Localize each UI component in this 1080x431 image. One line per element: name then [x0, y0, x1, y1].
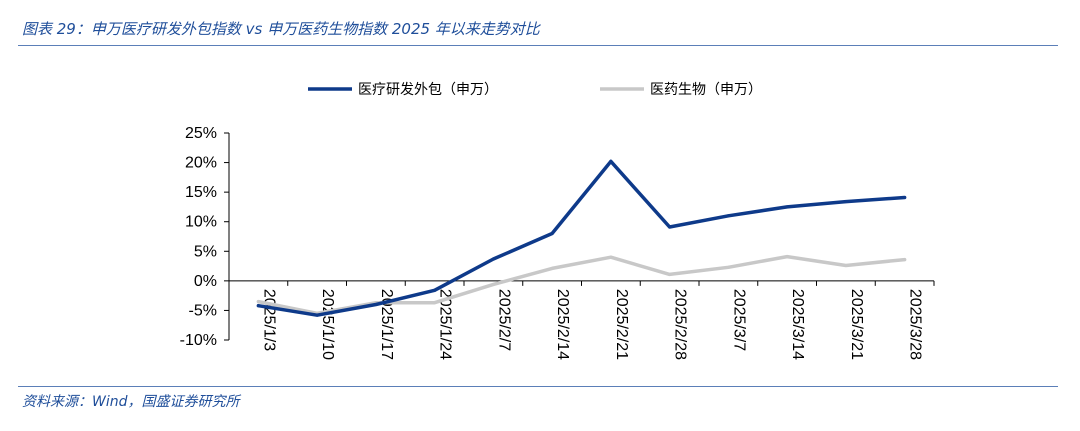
- y-tick-label: 5%: [194, 243, 217, 260]
- data-point-1: [903, 258, 907, 262]
- x-axis: 2025/1/3 2025/1/10 2025/1/17 2025/1/24 2025/…: [228, 280, 935, 360]
- y-tick-label: -10%: [180, 332, 217, 349]
- data-point-0: [256, 304, 260, 308]
- y-axis: 25% 20% 15% 10% 5% 0% -5% -10%: [180, 125, 230, 349]
- y-tick-label: -5%: [189, 302, 217, 319]
- legend-label: 医疗研发外包（申万）: [358, 82, 498, 98]
- data-point-1: [668, 272, 672, 276]
- x-tick-label: 2025/1/24: [437, 289, 454, 360]
- x-tick-label: 2025/2/14: [554, 289, 571, 360]
- x-tick-label: 2025/3/7: [730, 289, 747, 351]
- series-line-0: [256, 159, 907, 317]
- data-point-0: [785, 205, 789, 209]
- x-tick-label: 2025/1/3: [260, 289, 277, 351]
- source-note: 资料来源：Wind，国盛证券研究所: [22, 394, 240, 410]
- data-point-0: [315, 313, 319, 317]
- x-tick-label: 2025/2/7: [495, 289, 512, 351]
- data-point-0: [550, 232, 554, 236]
- x-tick-label: 2025/2/28: [672, 289, 689, 360]
- series-line-1: [256, 254, 907, 316]
- chart-title: 图表 29：申万医疗研发外包指数 vs 申万医药生物指数 2025 年以来走势对…: [22, 20, 540, 38]
- data-point-0: [903, 195, 907, 199]
- y-tick-label: 20%: [185, 155, 217, 172]
- data-point-1: [609, 255, 613, 259]
- top-divider: [18, 45, 1058, 46]
- x-tick-label: 2025/3/21: [848, 289, 865, 360]
- data-point-1: [785, 255, 789, 259]
- y-tick-label: 10%: [185, 214, 217, 231]
- x-tick-label: 2025/1/10: [319, 289, 336, 360]
- data-point-0: [374, 303, 378, 307]
- legend-label: 医药生物（申万）: [650, 82, 762, 98]
- x-tick-label: 2025/3/28: [907, 289, 924, 360]
- y-tick-label: 0%: [194, 273, 217, 290]
- x-tick-label: 2025/2/21: [613, 289, 630, 360]
- data-point-0: [726, 214, 730, 218]
- data-point-0: [609, 159, 613, 163]
- data-point-1: [726, 265, 730, 269]
- series-layer: [256, 159, 907, 317]
- bottom-divider: [18, 386, 1058, 387]
- data-point-0: [844, 200, 848, 204]
- y-tick-label: 15%: [185, 184, 217, 201]
- data-point-1: [433, 301, 437, 305]
- y-tick-label: 25%: [185, 125, 217, 142]
- data-point-1: [491, 282, 495, 286]
- data-point-0: [668, 225, 672, 229]
- x-tick-label: 2025/1/17: [378, 289, 395, 360]
- x-tick-label: 2025/3/14: [789, 289, 806, 360]
- data-point-1: [256, 300, 260, 304]
- data-point-1: [844, 263, 848, 267]
- legend: 医疗研发外包（申万） 医药生物（申万）: [308, 82, 762, 98]
- data-point-0: [491, 257, 495, 261]
- data-point-1: [550, 266, 554, 270]
- data-point-0: [433, 288, 437, 292]
